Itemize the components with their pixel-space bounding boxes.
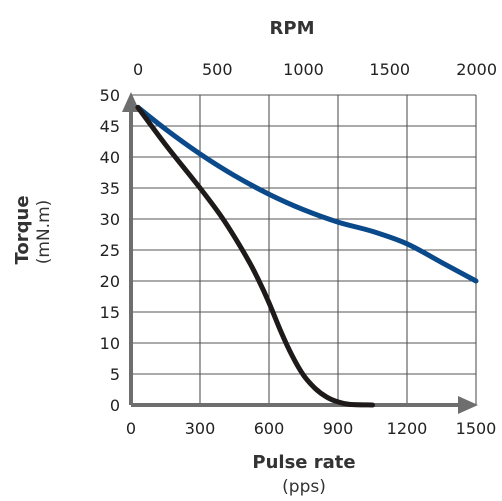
x-tick-label: 1500 <box>456 419 497 438</box>
y-axis-title: Torque <box>12 195 33 264</box>
axes <box>122 92 478 414</box>
x-tick-label: 0 <box>126 419 136 438</box>
series-lines <box>135 104 479 408</box>
series-line-2 <box>135 104 375 408</box>
x-tick-label: 600 <box>254 419 285 438</box>
y-tick-label: 5 <box>110 365 120 384</box>
top-tick-label: 1000 <box>283 60 324 79</box>
y-tick-label: 25 <box>100 241 120 260</box>
x-tick-label: 300 <box>185 419 216 438</box>
x-axis-unit: (pps) <box>282 477 326 497</box>
y-tick-label: 40 <box>100 148 120 167</box>
top-axis-title: RPM <box>270 18 315 39</box>
top-tick-label: 2000 <box>456 60 497 79</box>
x-axis-title: Pulse rate <box>252 452 355 473</box>
y-tick-label: 45 <box>100 117 120 136</box>
top-tick-label: 500 <box>202 60 233 79</box>
y-tick-label: 35 <box>100 179 120 198</box>
x-axis-arrow <box>458 396 478 414</box>
y-tick-label: 30 <box>100 210 120 229</box>
top-tick-label: 1500 <box>369 60 410 79</box>
x-tick-label: 900 <box>323 419 354 438</box>
y-tick-label: 20 <box>100 272 120 291</box>
y-tick-label: 15 <box>100 303 120 322</box>
y-tick-label: 50 <box>100 86 120 105</box>
y-axis-unit: (mN.m) <box>34 200 54 265</box>
y-tick-label: 0 <box>110 396 120 415</box>
y-tick-label: 10 <box>100 334 120 353</box>
x-tick-label: 1200 <box>387 419 428 438</box>
series-line-1 <box>135 104 479 284</box>
top-tick-label: 0 <box>133 60 143 79</box>
